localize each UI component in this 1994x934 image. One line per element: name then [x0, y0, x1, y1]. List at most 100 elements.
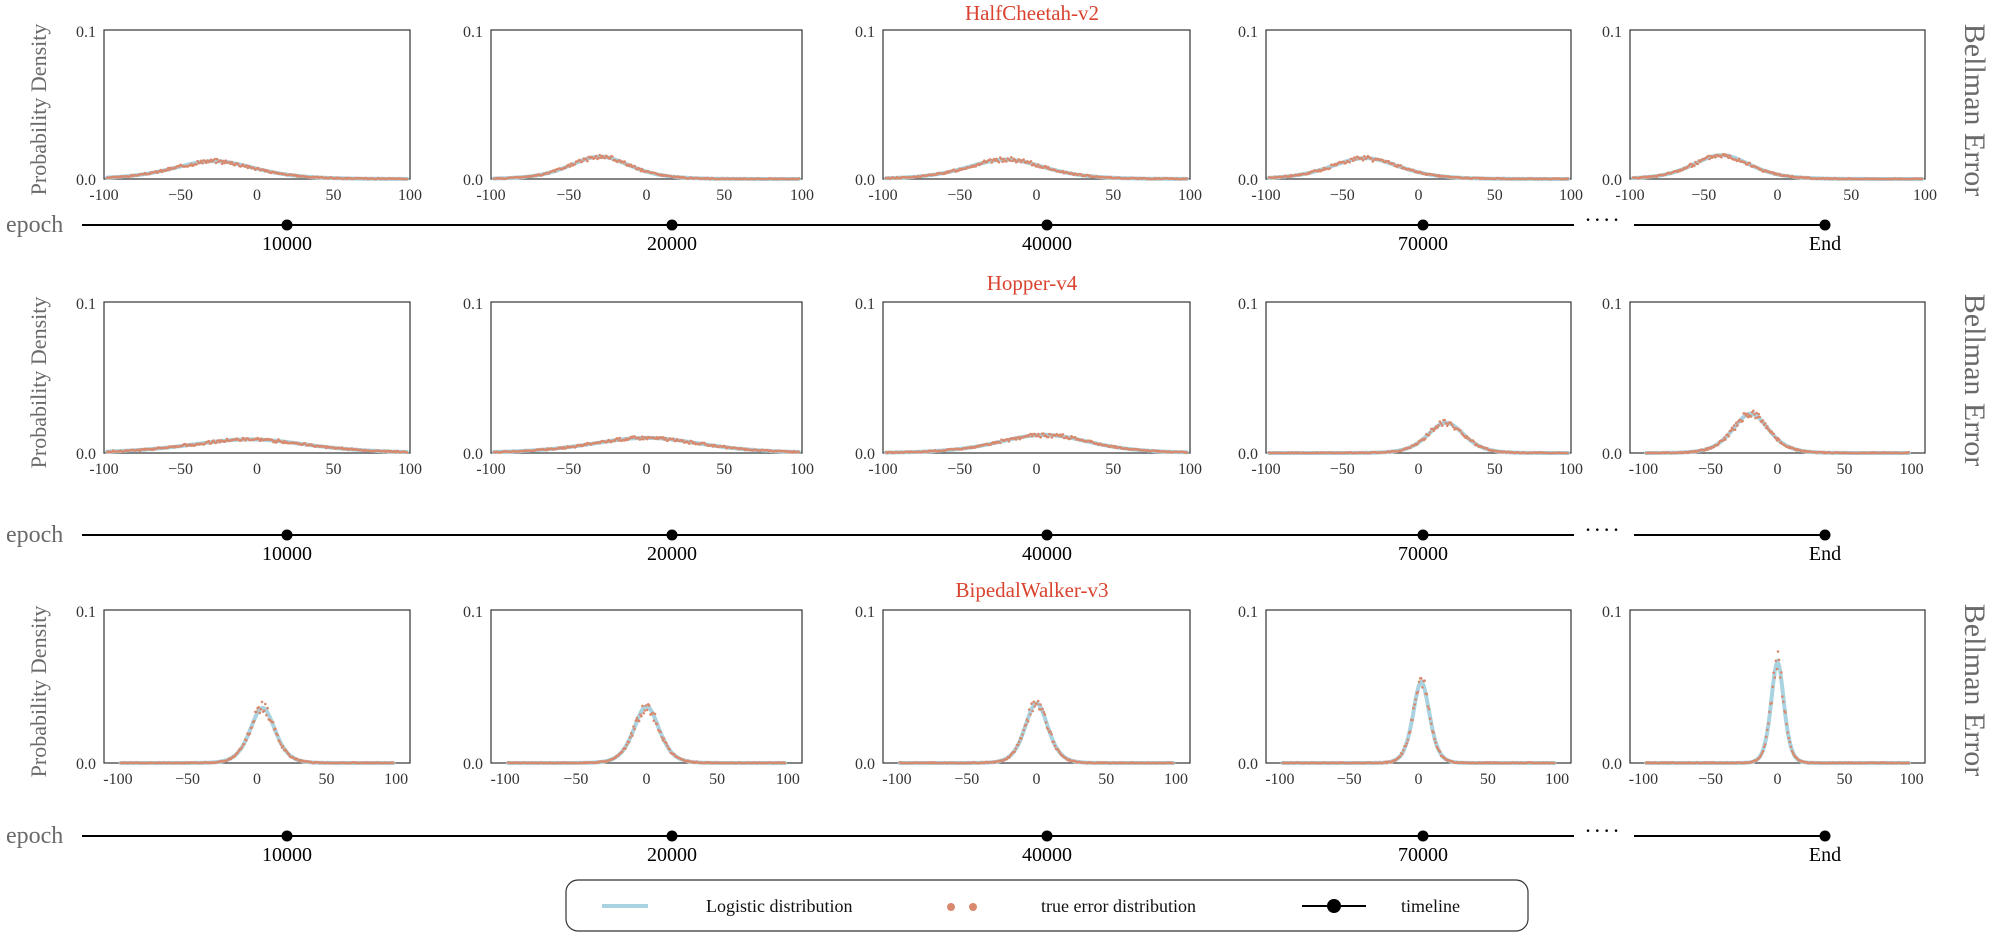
true-error-point: [1445, 424, 1449, 428]
x-tick-label: −50: [556, 461, 581, 478]
timeline-ellipsis: ····: [1584, 517, 1621, 542]
true-error-point: [1771, 685, 1774, 689]
true-error-point: [230, 160, 234, 164]
logistic-curve: [1267, 156, 1570, 181]
true-error-point: [1450, 423, 1454, 427]
y-tick-label: 0.0: [76, 172, 96, 189]
x-tick-label: 100: [1178, 461, 1202, 478]
true-error-point: [1428, 431, 1432, 434]
true-error-point: [1026, 720, 1030, 723]
true-error-point: [1776, 650, 1780, 653]
true-error-point: [1016, 743, 1020, 747]
x-tick-label: 0: [1774, 771, 1782, 788]
timeline-label: epoch: [6, 212, 63, 238]
y-tick-label: 0.1: [855, 604, 875, 621]
true-error-point: [1748, 161, 1752, 165]
y-tick-label: 0.0: [1602, 756, 1622, 773]
panel: 0.10.0-100 −50 0 50 100: [855, 24, 1202, 204]
true-error-point: [688, 442, 691, 445]
row-side-label: Bellman Error: [1958, 604, 1991, 776]
x-tick-label: 50: [1487, 461, 1503, 478]
true-error-point: [1402, 749, 1405, 752]
y-tick-label: 0.1: [1238, 24, 1258, 41]
true-error-point: [1412, 706, 1415, 710]
true-error-point: [1016, 160, 1019, 163]
true-error-point: [279, 743, 283, 746]
x-tick-label: 50: [1098, 771, 1114, 788]
true-error-point: [1777, 658, 1781, 662]
true-error-point: [240, 746, 244, 749]
true-error-point: [212, 439, 215, 442]
timeline-marker: [1417, 830, 1429, 842]
true-error-point: [1428, 717, 1432, 721]
true-error-point: [244, 439, 247, 442]
logistic-curve: [897, 701, 1176, 765]
true-error-point: [603, 156, 607, 160]
true-error-point: [639, 169, 643, 173]
true-error-point: [1037, 163, 1040, 166]
true-error-point: [611, 155, 614, 158]
y-tick-label: 0.1: [1602, 604, 1622, 621]
true-error-point: [257, 706, 261, 709]
x-tick-label: −50: [168, 461, 193, 478]
epoch-label: 70000: [1398, 543, 1448, 565]
true-error-point: [1732, 424, 1736, 427]
x-tick-label: 0: [643, 771, 651, 788]
true-error-point: [638, 167, 641, 171]
y-tick-label: 0.1: [76, 604, 96, 621]
y-tick-label: 0.1: [463, 296, 483, 313]
logistic-curve: [1644, 411, 1911, 455]
plot-frame: [1629, 29, 1926, 180]
true-error-point: [1354, 158, 1357, 161]
true-error-point: [1049, 433, 1052, 436]
true-error-point: [1693, 164, 1696, 168]
epoch-label: 10000: [262, 844, 312, 866]
true-error-point: [1010, 156, 1013, 159]
y-tick-label: 0.0: [463, 172, 483, 189]
x-tick-label: 50: [709, 771, 725, 788]
x-tick-label: 0: [253, 187, 261, 204]
true-error-point: [1770, 701, 1773, 705]
true-error-point: [1020, 737, 1023, 740]
true-error-point: [218, 441, 221, 444]
legend-logistic-label: Logistic distribution: [706, 896, 853, 916]
panel: 0.10.0-100 −50 0 50 100: [1602, 604, 1926, 788]
y-tick-label: 0.0: [1602, 446, 1622, 463]
x-tick-label: -100: [868, 461, 897, 478]
legend-dot-swatch: [947, 903, 955, 911]
true-error-point: [618, 436, 622, 440]
true-error-point: [223, 161, 226, 165]
true-error-point: [405, 451, 409, 454]
plot-frame: [103, 301, 411, 454]
true-error-point: [274, 727, 277, 730]
y-tick-label: 0.1: [463, 24, 483, 41]
x-tick-label: 100: [1178, 187, 1202, 204]
true-error-point: [1907, 761, 1911, 765]
true-error-point: [1465, 434, 1468, 438]
true-error-point: [276, 733, 279, 737]
true-error-point: [1766, 728, 1769, 732]
true-error-point: [1321, 168, 1324, 172]
true-error-point: [1467, 437, 1471, 440]
true-error-point: [1727, 156, 1730, 160]
y-tick-label: 0.0: [855, 446, 875, 463]
x-tick-label: 50: [716, 187, 732, 204]
x-tick-label: 0: [1774, 461, 1782, 478]
true-error-point: [1758, 415, 1762, 419]
true-error-point: [578, 158, 582, 162]
true-error-point: [690, 440, 694, 443]
panel: 0.10.0-100 −50 0 50 100: [463, 296, 814, 478]
timeline-marker: [281, 529, 293, 541]
true-error-point: [1425, 692, 1429, 696]
true-error-point: [633, 164, 636, 168]
timeline-marker: [1417, 529, 1429, 541]
true-error-point: [1426, 705, 1430, 708]
true-error-point: [624, 747, 627, 750]
x-tick-label: −50: [1698, 771, 1723, 788]
true-error-point: [240, 438, 243, 442]
true-error-point: [1745, 412, 1749, 416]
row-side-label: Bellman Error: [1958, 24, 1991, 196]
true-error-point: [623, 160, 626, 163]
true-error-point: [1000, 157, 1003, 161]
y-axis-label: Probability Density: [26, 606, 51, 778]
